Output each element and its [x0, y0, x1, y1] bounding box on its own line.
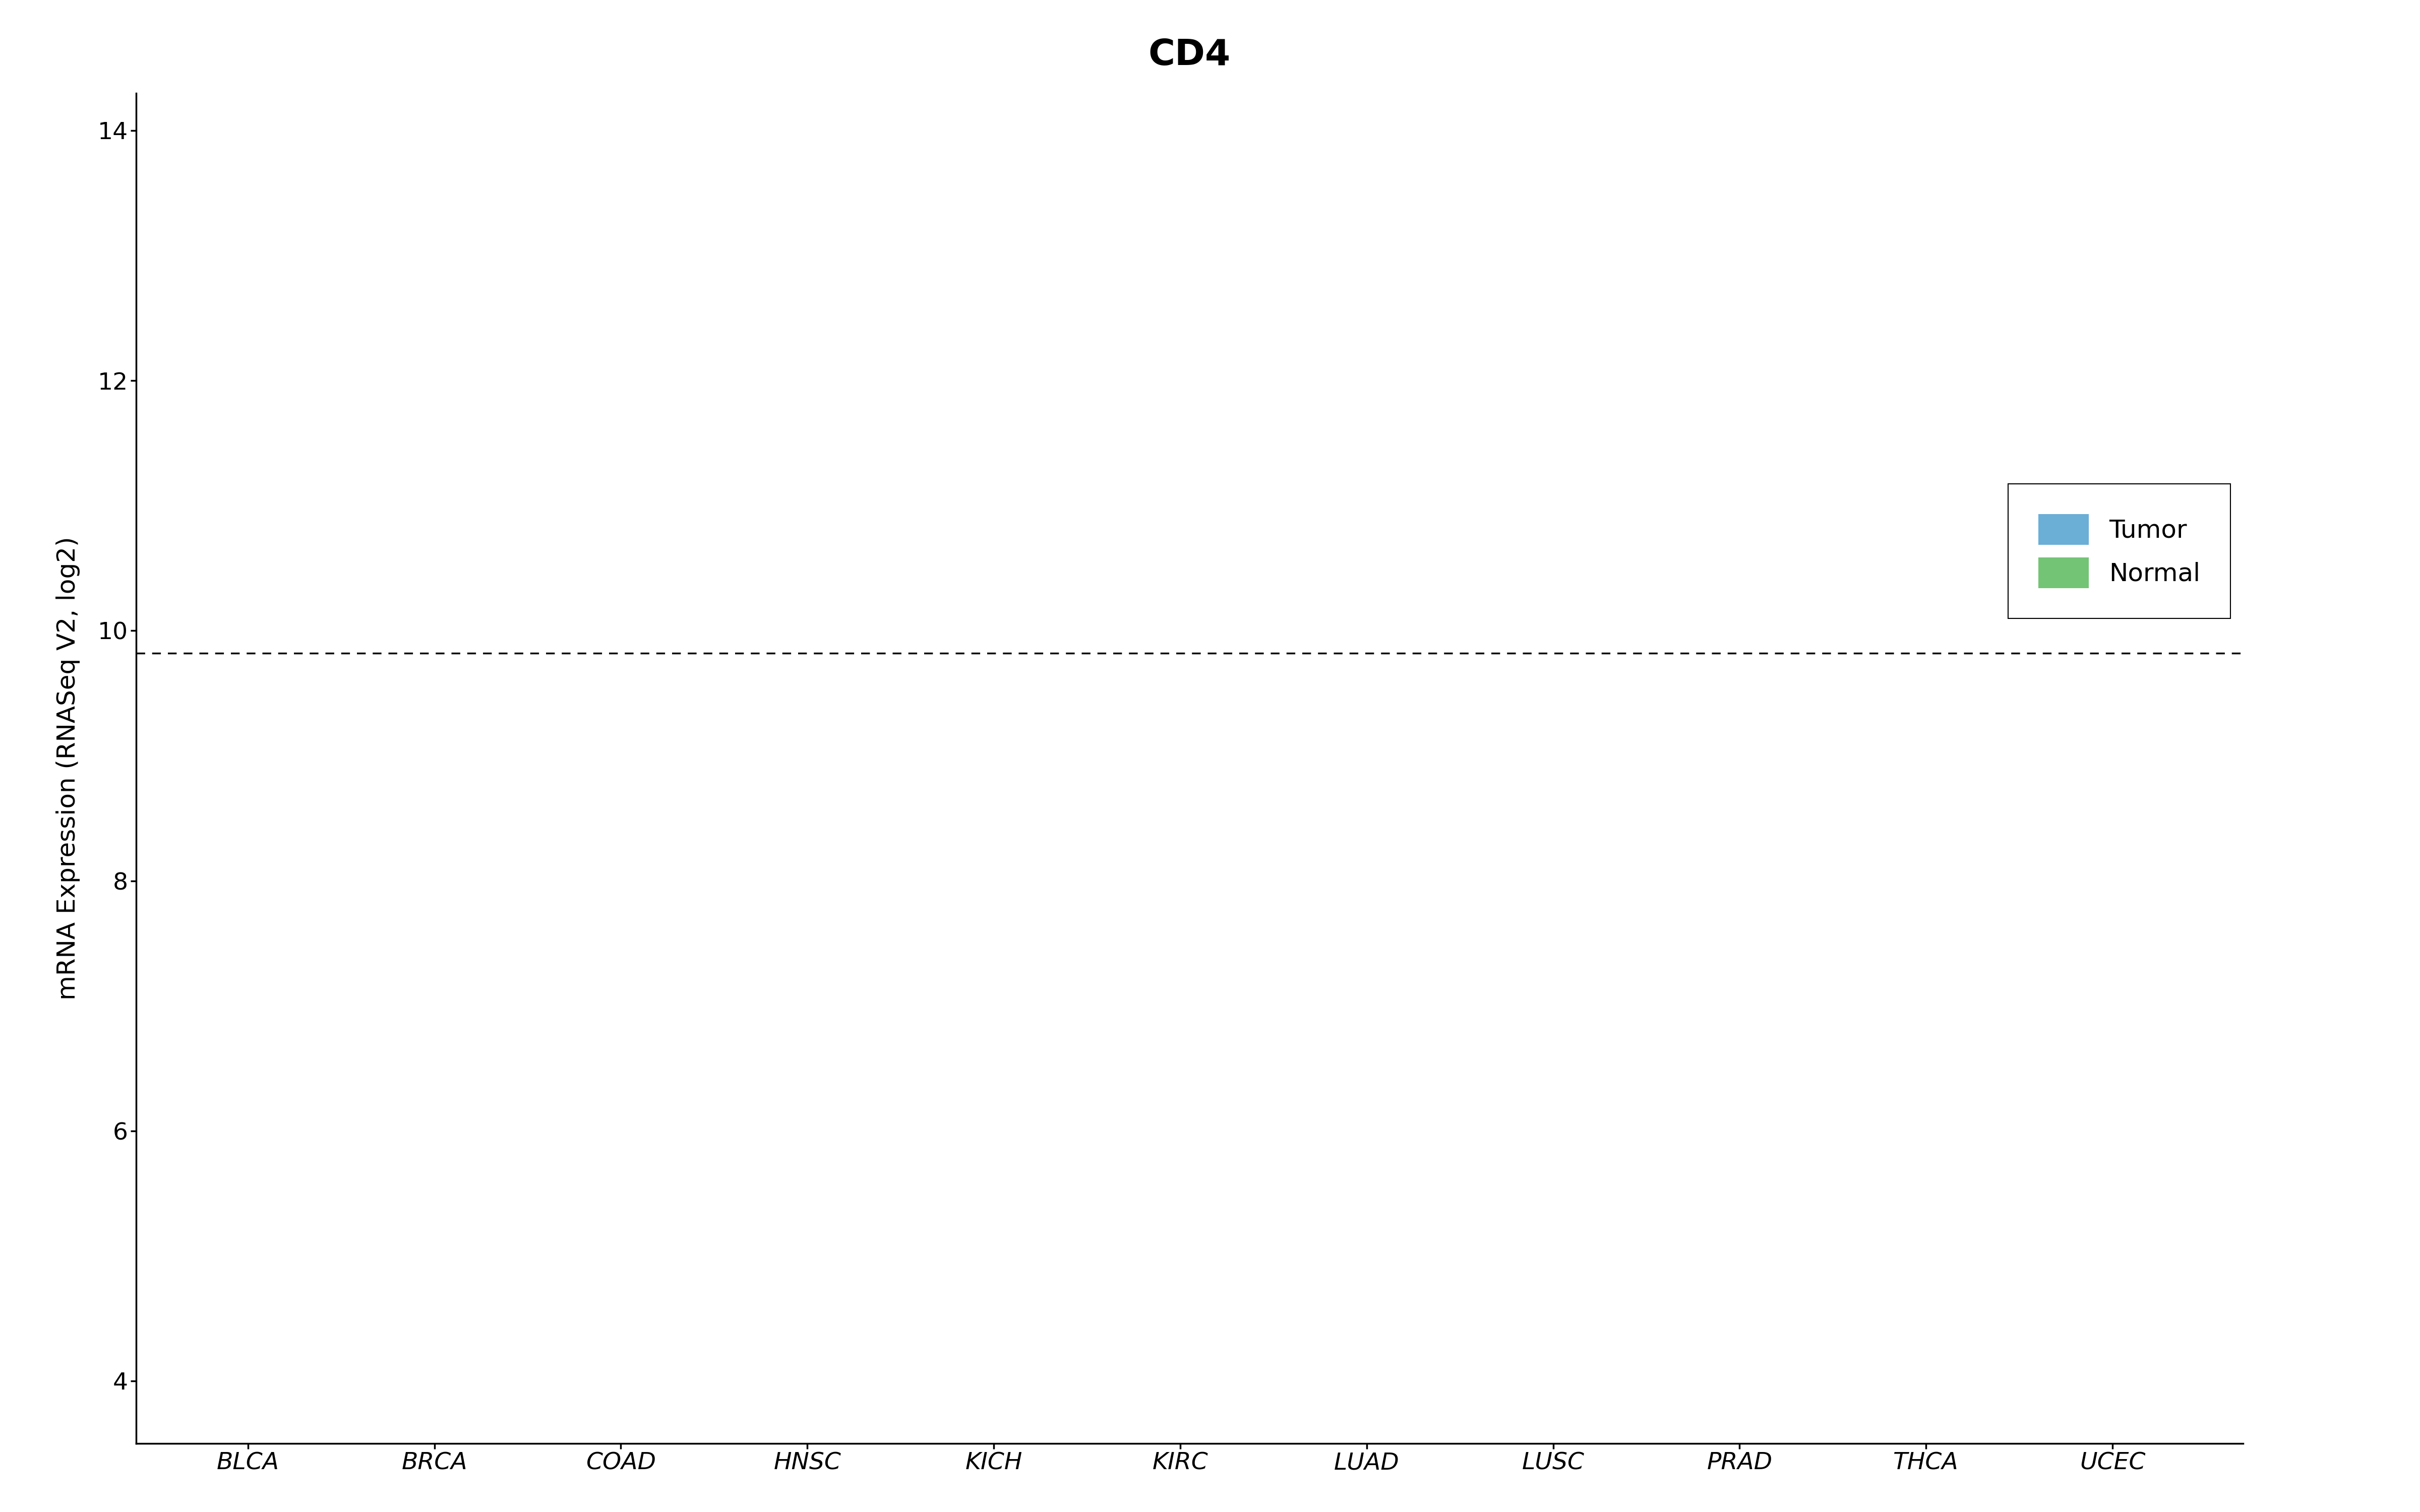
Y-axis label: mRNA Expression (RNASeq V2, log2): mRNA Expression (RNASeq V2, log2)	[56, 537, 80, 999]
Title: CD4: CD4	[1150, 38, 1232, 73]
Legend: Tumor, Normal: Tumor, Normal	[2009, 484, 2231, 618]
